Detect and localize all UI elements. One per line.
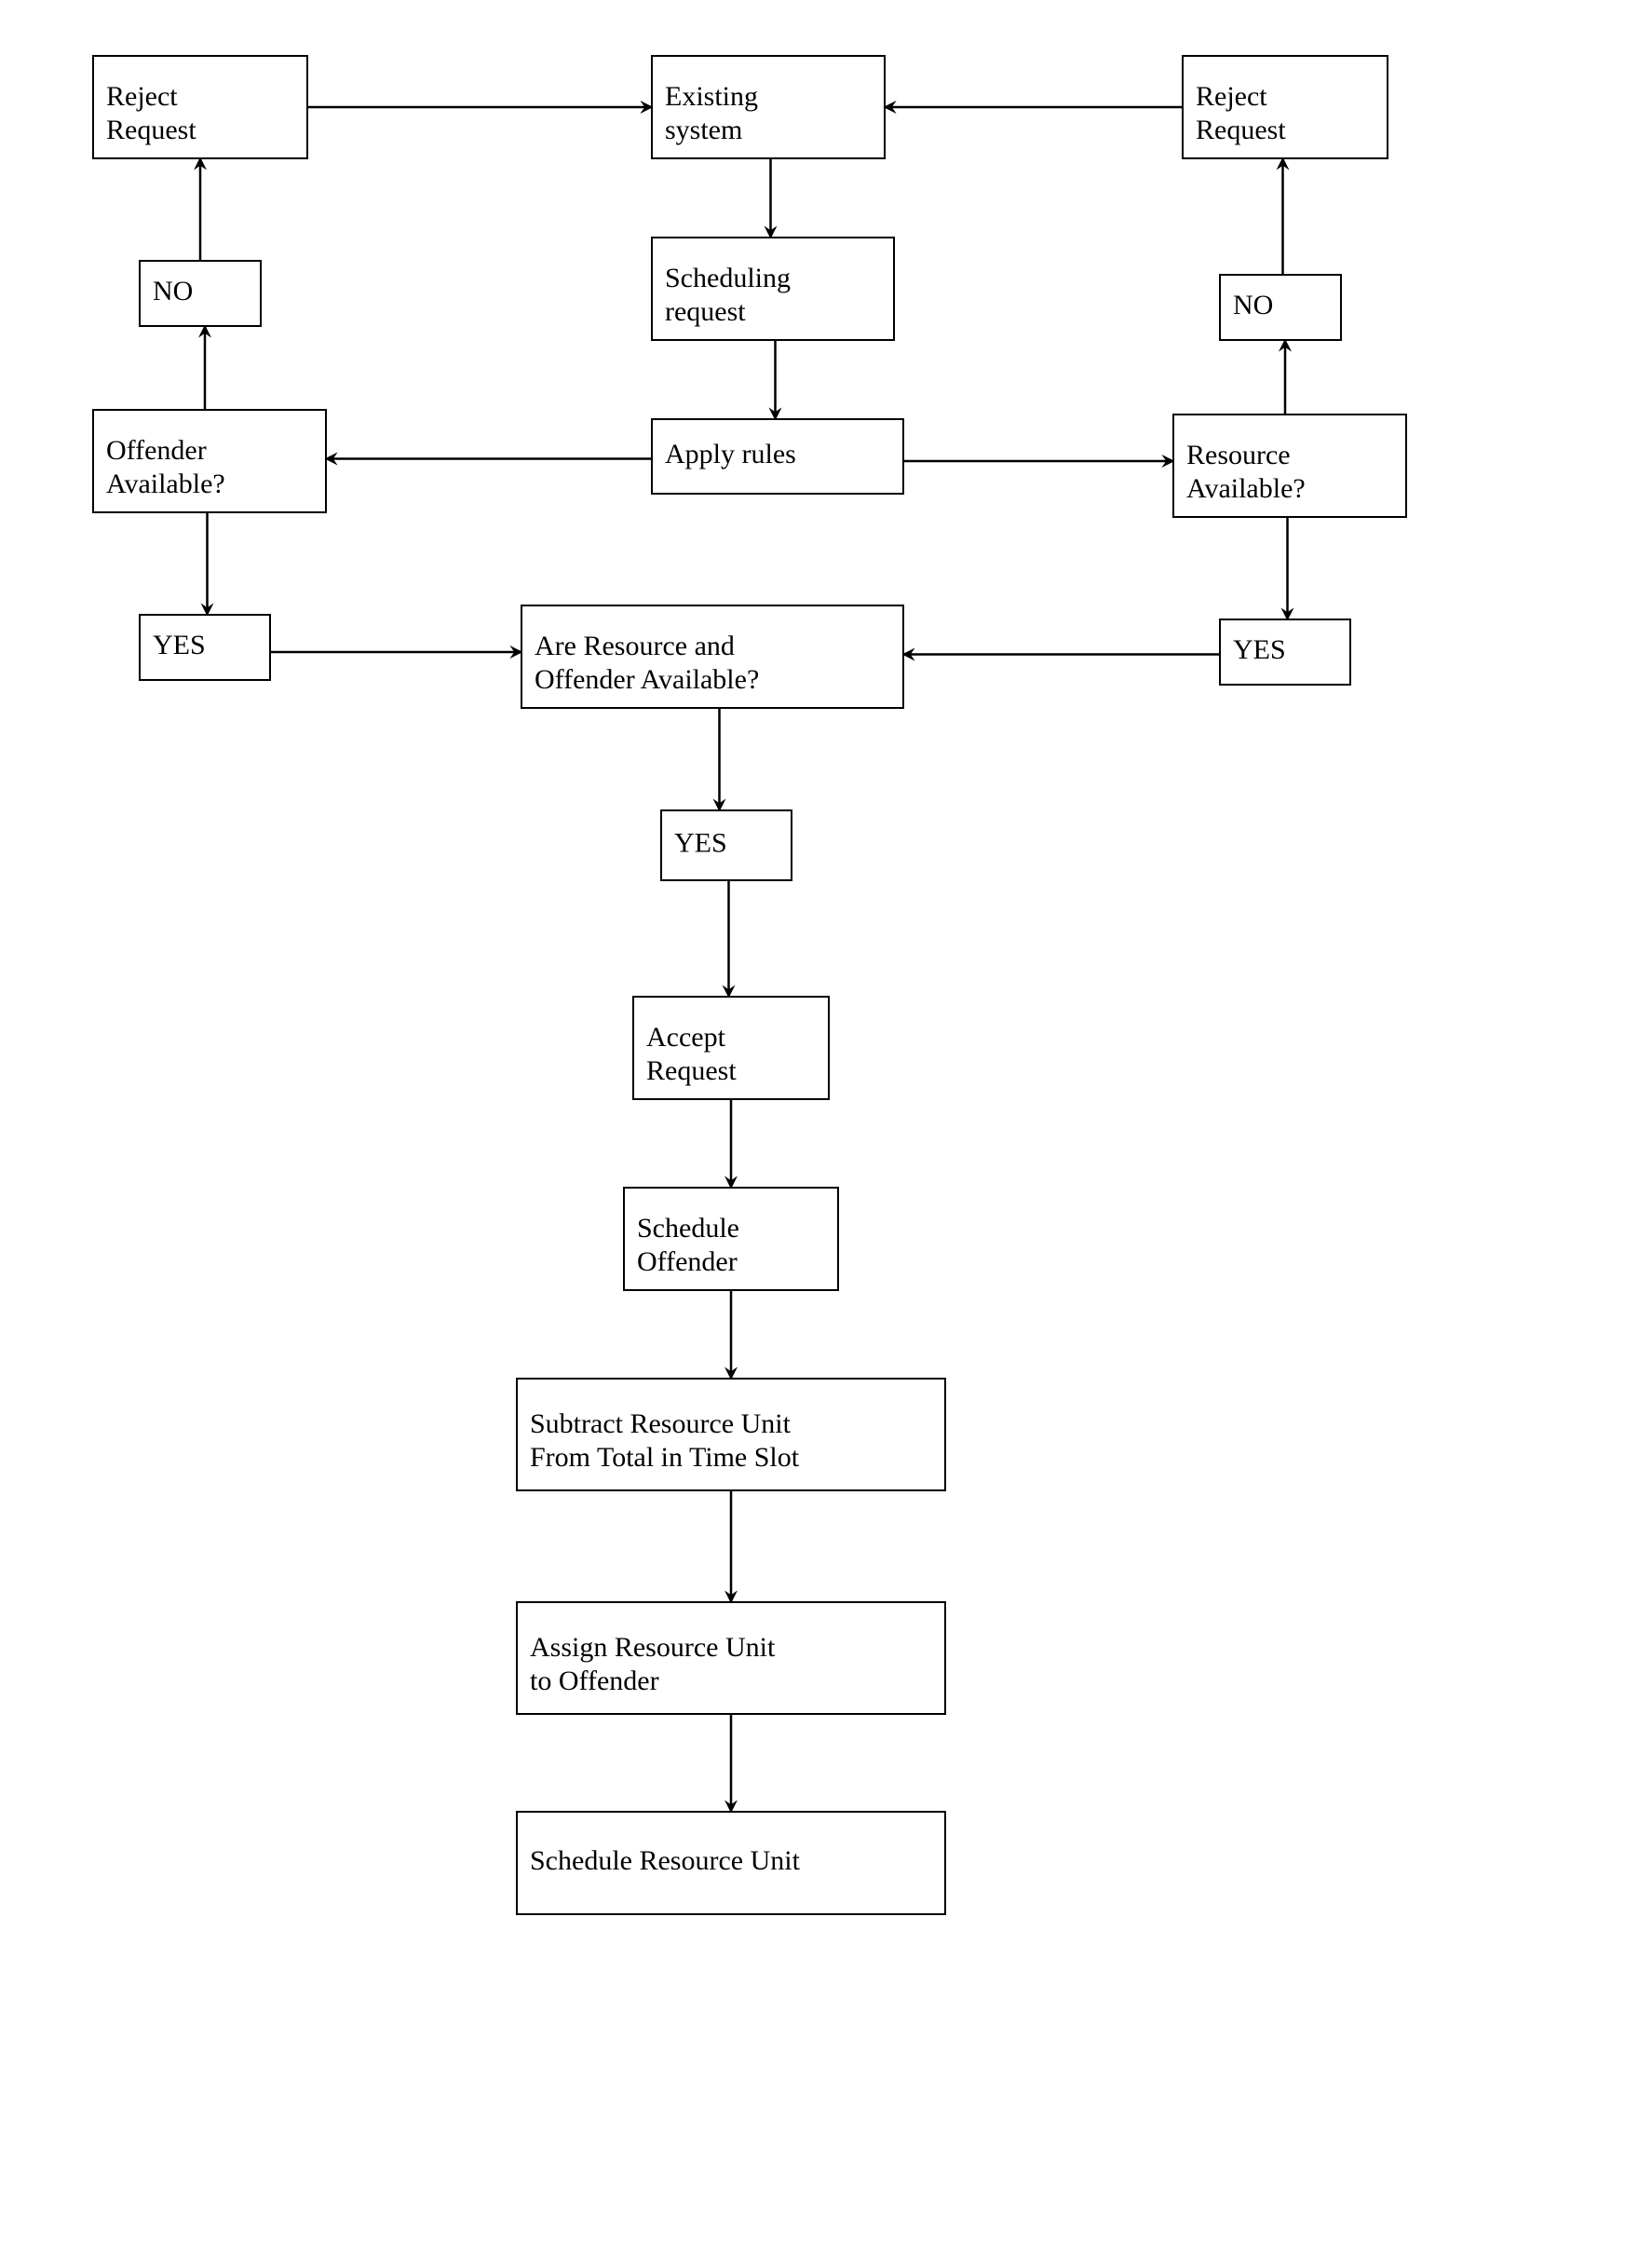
node-bothAvail-text-line-1: Offender Available? [535,664,759,695]
node-noR: NO [1220,275,1341,340]
node-bothAvail-text-line-0: Are Resource and [535,631,735,661]
node-offAvail-text-line-0: Offender [106,435,207,466]
node-assign: Assign Resource Unitto Offender [517,1602,945,1714]
node-yesR-text-line-0: YES [1233,634,1286,665]
node-noL: NO [140,261,261,326]
flowchart-canvas: RejectRequestExistingsystemRejectRequest… [0,0,1652,2257]
node-subtract-text-line-0: Subtract Resource Unit [530,1408,792,1439]
node-accept-text-line-0: Accept [646,1022,726,1053]
node-accept: AcceptRequest [633,997,829,1099]
node-existing-text-line-1: system [665,115,742,145]
node-accept-text-line-1: Request [646,1055,737,1086]
node-offAvail: OffenderAvailable? [93,410,326,512]
node-existing-text-line-0: Existing [665,81,758,112]
node-schedOff-text-line-0: Schedule [637,1213,739,1244]
node-bothAvail: Are Resource andOffender Available? [521,605,903,708]
node-existing: Existingsystem [652,56,885,158]
node-yesMid: YES [661,810,792,880]
node-schedRes-text-line-0: Schedule Resource Unit [530,1845,801,1876]
node-schedRes: Schedule Resource Unit [517,1812,945,1914]
edges-layer [200,107,1288,1812]
node-resAvail-text-line-0: Resource [1186,440,1291,470]
node-subtract: Subtract Resource UnitFrom Total in Time… [517,1379,945,1490]
node-offAvail-text-line-1: Available? [106,469,225,499]
node-resAvail-text-line-1: Available? [1186,473,1306,504]
node-rejectR-text-line-0: Reject [1196,81,1267,112]
node-subtract-text-line-1: From Total in Time Slot [530,1442,800,1473]
node-noL-text-line-0: NO [153,276,193,306]
node-schedReq-text-line-0: Scheduling [665,263,791,293]
node-applyRules: Apply rules [652,419,903,494]
node-rejectL: RejectRequest [93,56,307,158]
node-applyRules-text-line-0: Apply rules [665,439,796,469]
node-schedOff-text-line-1: Offender [637,1246,738,1277]
node-rejectL-text-line-0: Reject [106,81,178,112]
node-assign-text-line-0: Assign Resource Unit [530,1632,776,1663]
node-resAvail: ResourceAvailable? [1173,415,1406,517]
node-yesL: YES [140,615,270,680]
node-schedReq: Schedulingrequest [652,238,894,340]
node-yesMid-text-line-0: YES [674,827,727,858]
nodes-layer: RejectRequestExistingsystemRejectRequest… [93,56,1406,1914]
node-rejectR-text-line-1: Request [1196,115,1286,145]
node-yesR: YES [1220,619,1350,685]
node-yesL-text-line-0: YES [153,630,206,660]
node-schedReq-text-line-1: request [665,296,746,327]
node-noR-text-line-0: NO [1233,290,1273,320]
node-assign-text-line-1: to Offender [530,1666,659,1696]
node-schedOff: ScheduleOffender [624,1188,838,1290]
node-rejectL-text-line-1: Request [106,115,196,145]
node-rejectR: RejectRequest [1183,56,1388,158]
